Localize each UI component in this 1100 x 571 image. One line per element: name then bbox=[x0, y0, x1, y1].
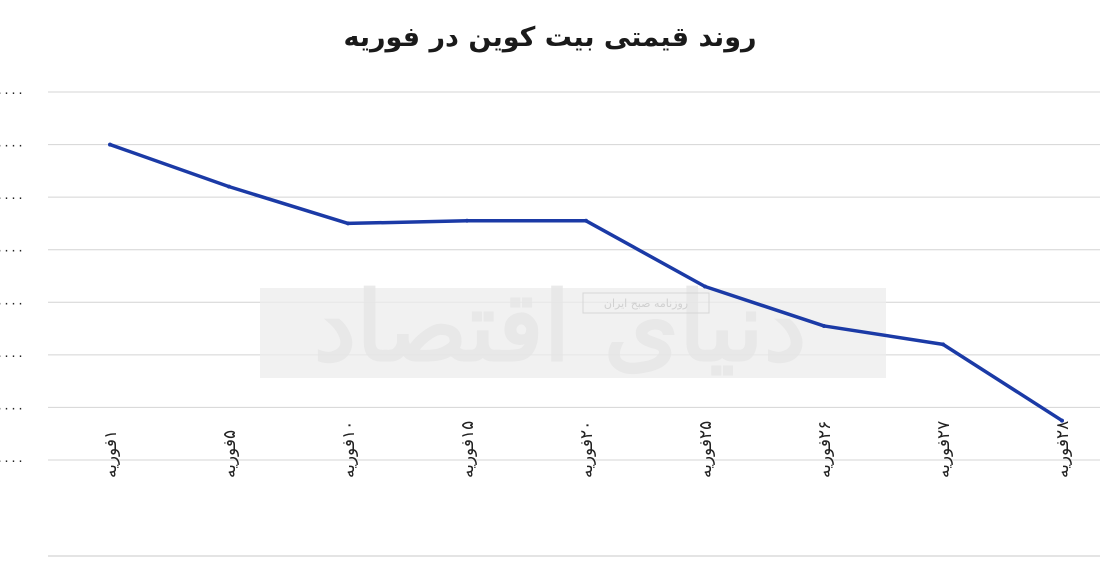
data-point bbox=[1060, 418, 1064, 423]
x-tick-label: ۵فوریه bbox=[220, 430, 240, 478]
data-point bbox=[465, 218, 469, 223]
chart-title: روند قیمتی بیت کوین در فوریه bbox=[343, 22, 756, 53]
x-tick-label: ۲۰فوریه bbox=[577, 421, 597, 478]
x-tick-label: ۲۶فوریه bbox=[815, 421, 835, 478]
data-point bbox=[584, 218, 588, 223]
watermark-subtext-box bbox=[582, 292, 710, 314]
x-tick-label: ۲۸فوریه bbox=[1053, 421, 1073, 478]
data-point bbox=[108, 142, 112, 147]
x-tick-label: ۲۷فوریه bbox=[934, 421, 954, 478]
data-point bbox=[822, 323, 826, 328]
x-tick-labels: ۱فوریه ۵فوریه ۱۰فوریه ۱۵فوریه ۲۰فوریه ۲۵فوریه… bbox=[101, 421, 1073, 478]
data-point bbox=[941, 342, 945, 347]
data-point bbox=[703, 284, 707, 289]
x-tick-label: ۱۰فوریه bbox=[339, 421, 359, 478]
watermark: دنیای اقتصاد روزنامه صبح ایران bbox=[260, 270, 886, 383]
x-tick-label: ۱۵فوریه bbox=[458, 421, 478, 478]
data-point bbox=[227, 184, 231, 189]
x-tick-label: ۱فوریه bbox=[101, 430, 121, 478]
series-group bbox=[108, 142, 1064, 423]
watermark-band bbox=[260, 288, 886, 378]
watermark-logo-text: دنیای اقتصاد bbox=[313, 270, 806, 383]
data-point bbox=[346, 221, 350, 226]
watermark-subtext: روزنامه صبح ایران bbox=[604, 297, 688, 310]
x-tick-label: ۲۵فوریه bbox=[696, 421, 716, 478]
